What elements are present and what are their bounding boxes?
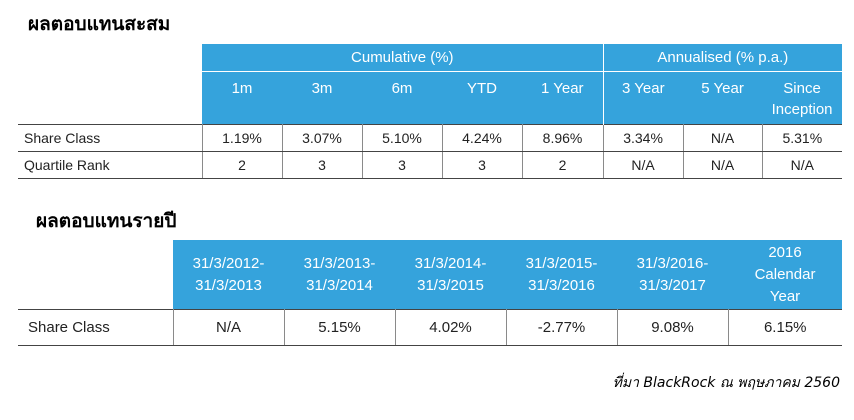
table-cell: 4.24%	[442, 124, 523, 152]
header-line: 31/3/2012-	[192, 254, 265, 272]
header-line: Year	[769, 287, 801, 305]
header-line: 31/3/2016	[528, 276, 595, 294]
table-row: Quartile Rank 2 3 3 3 2 N/A N/A N/A	[18, 151, 843, 179]
column-header-6m: 6m	[362, 71, 442, 125]
table-cell: 3	[362, 151, 443, 179]
header-line: 31/3/2013-	[303, 254, 376, 272]
column-header-1m: 1m	[202, 71, 282, 125]
table-cell: N/A	[683, 151, 763, 179]
column-header-3m: 3m	[282, 71, 362, 125]
annual-performance-table: 31/3/2012- 31/3/2013 31/3/2013- 31/3/201…	[18, 240, 842, 346]
column-header-period-2014-2015: 31/3/2014- 31/3/2015	[395, 240, 506, 310]
header-line: 31/3/2014-	[414, 254, 487, 272]
column-header-1-year: 1 Year	[522, 71, 604, 125]
column-header-period-2015-2016: 31/3/2015- 31/3/2016	[506, 240, 617, 310]
row-label: Share Class	[18, 124, 203, 152]
table-cell: 3.34%	[603, 124, 684, 152]
table-cell: 3.07%	[282, 124, 363, 152]
table-cell: N/A	[683, 124, 763, 152]
table-cell: 9.08%	[617, 309, 729, 346]
header-line: 31/3/2013	[195, 276, 262, 294]
header-line: 31/3/2014	[306, 276, 373, 294]
column-header-since-inception: Since Inception	[762, 71, 843, 125]
table-cell: N/A	[762, 151, 843, 179]
table-cell: 5.31%	[762, 124, 843, 152]
header-line: 31/3/2015-	[525, 254, 598, 272]
header-line: 31/3/2015	[417, 276, 484, 294]
table-cell: 2	[522, 151, 604, 179]
table-row: Share Class 1.19% 3.07% 5.10% 4.24% 8.96…	[18, 124, 843, 152]
table-cell: 5.10%	[362, 124, 443, 152]
table-cell: 3	[442, 151, 523, 179]
table-row: Share Class N/A 5.15% 4.02% -2.77% 9.08%…	[18, 309, 842, 346]
row-label: Share Class	[18, 309, 174, 346]
header-blank	[18, 44, 202, 72]
performance-title: ผลตอบแทนสะสม	[28, 13, 171, 35]
header-blank	[18, 71, 202, 125]
column-header-3-year: 3 Year	[603, 71, 684, 125]
table-cell: 1.19%	[202, 124, 283, 152]
header-line: 2016	[768, 243, 802, 261]
cumulative-performance-table: Cumulative (%) Annualised (% p.a.) 1m 3m…	[18, 44, 843, 179]
column-header-ytd: YTD	[442, 71, 522, 125]
source-note: ที่มา BlackRock ณ พฤษภาคม 2560	[612, 375, 840, 391]
row-label: Quartile Rank	[18, 151, 203, 179]
header-line: Calendar	[754, 265, 816, 283]
table-cell: -2.77%	[506, 309, 618, 346]
table-cell: 3	[282, 151, 363, 179]
table-cell: 8.96%	[522, 124, 604, 152]
table-cell: N/A	[173, 309, 285, 346]
header-line: 31/3/2016-	[636, 254, 709, 272]
column-header-period-2012-2013: 31/3/2012- 31/3/2013	[173, 240, 284, 310]
annualised-group-header: Annualised (% p.a.)	[603, 44, 843, 72]
table-cell: N/A	[603, 151, 684, 179]
column-header-period-2013-2014: 31/3/2013- 31/3/2014	[284, 240, 395, 310]
table-cell: 4.02%	[395, 309, 507, 346]
table-cell: 5.15%	[284, 309, 396, 346]
table-cell: 6.15%	[728, 309, 842, 346]
annual-performance-title: ผลตอบแทนรายปี	[36, 210, 177, 232]
cumulative-group-header: Cumulative (%)	[202, 44, 604, 72]
column-header-5-year: 5 Year	[683, 71, 763, 125]
table-cell: 2	[202, 151, 283, 179]
column-header-2016-calendar-year: 2016 Calendar Year	[728, 240, 842, 310]
header-blank	[18, 240, 173, 310]
header-line: 31/3/2017	[639, 276, 706, 294]
column-header-period-2016-2017: 31/3/2016- 31/3/2017	[617, 240, 728, 310]
